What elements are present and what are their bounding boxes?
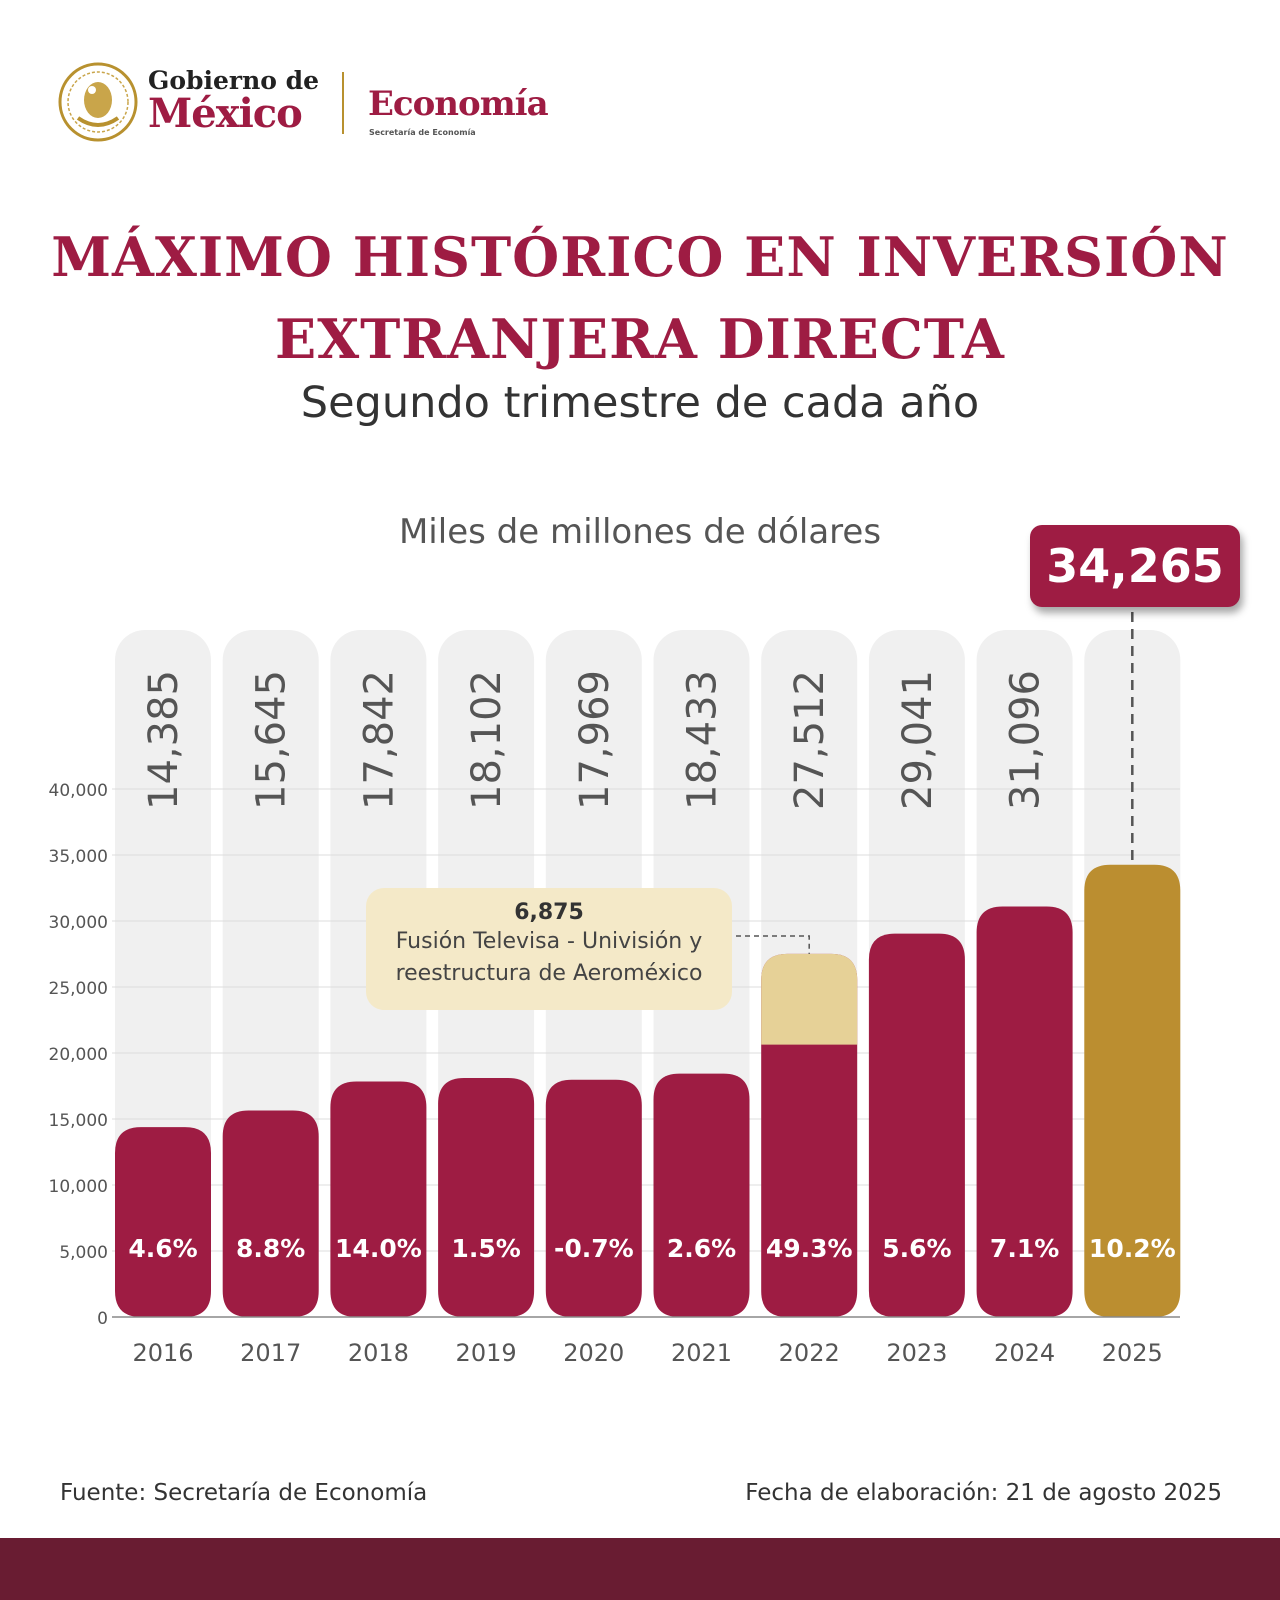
bar	[330, 1081, 427, 1317]
x-tick-label: 2023	[886, 1339, 947, 1367]
data-label: 18,433	[680, 670, 726, 810]
y-tick-label: 0	[97, 1309, 108, 1329]
ministry-subtitle: Secretaría de Economía	[369, 128, 476, 137]
x-tick-label: 2021	[671, 1339, 732, 1367]
y-tick-label: 40,000	[49, 781, 108, 801]
annotation-line2: reestructura de Aeroméxico	[395, 961, 703, 986]
growth-label: 2.6%	[667, 1234, 736, 1263]
bar-chart: 0 5,000 10,000 15,000 20,000 25,000 30,000 35,0…	[49, 612, 1181, 1367]
x-tick-label: 2020	[563, 1339, 624, 1367]
bar	[438, 1078, 535, 1317]
x-tick-label: 2022	[779, 1339, 840, 1367]
bar	[653, 1073, 750, 1317]
y-tick-label: 10,000	[49, 1177, 108, 1197]
bar-extraordinary-segment	[761, 953, 858, 1045]
y-tick-label: 15,000	[49, 1111, 108, 1131]
bar	[1084, 864, 1181, 1317]
growth-label: 1.5%	[451, 1234, 520, 1263]
highlight-value-callout: 34,265	[1030, 525, 1240, 607]
data-label: 18,102	[464, 670, 510, 810]
mexico-text: México	[148, 90, 303, 137]
annotation-value: 6,875	[514, 900, 584, 925]
annotation-line1: Fusión Televisa - Univisión y	[395, 929, 703, 954]
x-tick-label: 2016	[132, 1339, 193, 1367]
annotation-box: 6,875 Fusión Televisa - Univisión y rees…	[366, 888, 732, 1010]
header: Gobierno de México Economía Secretaría d…	[56, 60, 756, 144]
x-tick-label: 2025	[1102, 1339, 1163, 1367]
data-label: 17,969	[572, 670, 618, 810]
x-tick-label: 2017	[240, 1339, 301, 1367]
source-note: Fuente: Secretaría de Economía	[60, 1480, 428, 1506]
date-note: Fecha de elaboración: 21 de agosto 2025	[745, 1480, 1222, 1506]
ministry-name: Economía	[368, 84, 549, 124]
bar	[545, 1079, 642, 1317]
chart-title-line2: EXTRANJERA DIRECTA	[275, 307, 1005, 371]
data-label: 27,512	[787, 670, 833, 810]
data-label: 31,096	[1003, 670, 1049, 810]
chart-title-line1: MÁXIMO HISTÓRICO EN INVERSIÓN	[51, 225, 1229, 289]
y-tick-label: 25,000	[49, 979, 108, 999]
growth-label: 7.1%	[990, 1234, 1059, 1263]
growth-label: 5.6%	[882, 1234, 951, 1263]
footer-bar	[0, 1538, 1280, 1600]
gobierno-text: Gobierno de	[148, 66, 320, 95]
data-label: 29,041	[895, 670, 941, 810]
bar	[761, 953, 858, 1317]
growth-label: 8.8%	[236, 1234, 305, 1263]
growth-label: 14.0%	[335, 1234, 422, 1263]
y-tick-label: 30,000	[49, 913, 108, 933]
data-label: 17,842	[356, 670, 402, 810]
growth-label: 10.2%	[1089, 1234, 1176, 1263]
bar	[222, 1110, 319, 1317]
bar	[976, 906, 1073, 1317]
x-tick-label: 2018	[348, 1339, 409, 1367]
x-tick-label: 2024	[994, 1339, 1055, 1367]
y-tick-label: 5,000	[59, 1243, 108, 1263]
data-label: 15,645	[249, 670, 295, 810]
y-tick-label: 35,000	[49, 847, 108, 867]
header-divider	[342, 72, 344, 134]
growth-label: 4.6%	[128, 1234, 197, 1263]
chart-subtitle: Segundo trimestre de cada año	[300, 378, 980, 428]
coat-of-arms-emblem	[58, 62, 138, 142]
units-label: Miles de millones de dólares	[398, 512, 882, 552]
growth-label: -0.7%	[554, 1234, 634, 1263]
annotation-connector	[736, 935, 810, 954]
y-tick-label: 20,000	[49, 1045, 108, 1065]
growth-label: 49.3%	[766, 1234, 853, 1263]
data-label: 14,385	[141, 670, 187, 810]
bar	[115, 1127, 211, 1317]
x-tick-label: 2019	[456, 1339, 517, 1367]
bar	[868, 933, 965, 1317]
